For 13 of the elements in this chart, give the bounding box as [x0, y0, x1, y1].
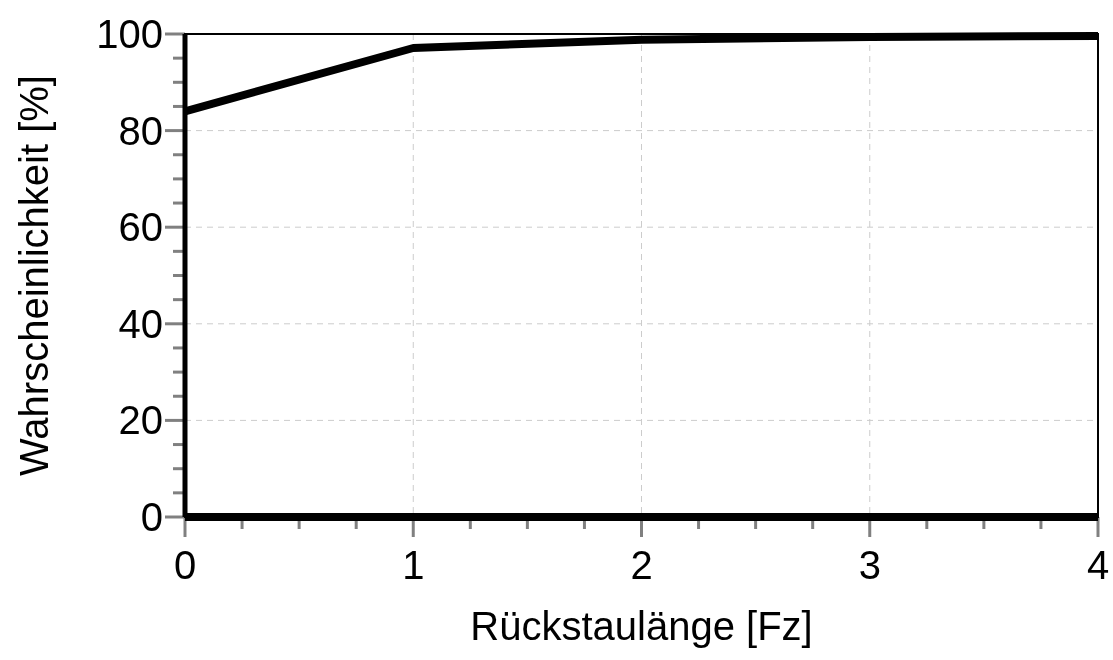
- x-tick-label: 3: [858, 543, 881, 587]
- y-tick-label: 20: [118, 398, 163, 443]
- y-tick-label: 0: [140, 495, 163, 539]
- y-tick-label: 100: [96, 12, 163, 56]
- y-axis-title: Wahrscheinlichkeit [%]: [12, 75, 56, 476]
- y-tick-label: 60: [118, 205, 163, 250]
- x-axis-title: Rückstaulänge [Fz]: [470, 604, 813, 648]
- x-tick-label: 2: [630, 543, 653, 587]
- x-tick-label: 0: [173, 543, 197, 587]
- y-tick-label: 40: [118, 301, 163, 346]
- x-tick-label: 4: [1086, 543, 1110, 587]
- x-tick-label: 1: [402, 543, 425, 587]
- y-tick-label: 80: [118, 108, 163, 153]
